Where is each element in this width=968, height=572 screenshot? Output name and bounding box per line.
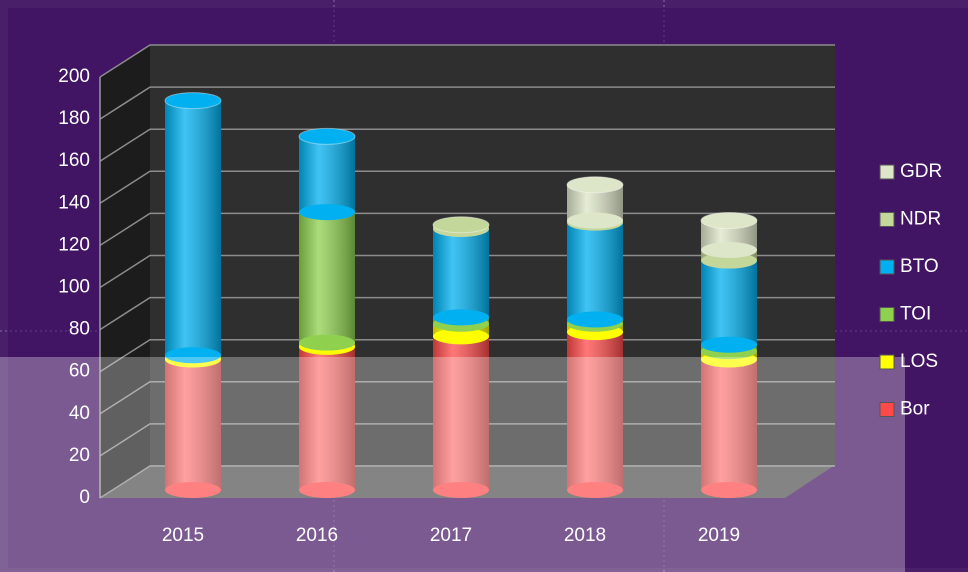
cylinder-bottom — [433, 482, 489, 498]
y-tick-label: 20 — [69, 445, 90, 466]
cylinder-shade — [701, 359, 757, 490]
cylinder-shade — [701, 260, 757, 345]
legend-label: GDR — [900, 161, 942, 182]
legend-swatch — [879, 212, 895, 227]
legend-label: BTO — [900, 256, 939, 277]
bar-segment — [701, 260, 757, 353]
y-tick-label: 40 — [69, 403, 90, 424]
overlay — [0, 357, 905, 572]
bar-segment — [433, 228, 489, 326]
cylinder-bottom — [701, 242, 757, 259]
cylinder-bottom — [567, 311, 623, 328]
grid-line — [99, 128, 835, 162]
cylinder-bottom — [701, 482, 757, 498]
x-tick-label: 2015 — [162, 525, 204, 546]
x-tick-label: 2018 — [564, 525, 606, 546]
legend-swatch — [879, 307, 895, 322]
bar-segment — [165, 100, 221, 364]
cylinder-shade — [165, 359, 221, 490]
cylinder-bottom — [165, 347, 221, 364]
y-tick-label: 60 — [69, 361, 90, 382]
y-tick-label: 160 — [58, 150, 90, 171]
legend-swatch — [879, 402, 895, 417]
bar-segment — [165, 359, 221, 498]
bar-segment — [433, 336, 489, 498]
bar-segment — [299, 212, 355, 351]
legend-label: Bor — [900, 399, 930, 420]
grid-line — [99, 86, 835, 120]
bar-segment — [299, 346, 355, 498]
cylinder-shade — [433, 336, 489, 490]
legend-label: TOI — [900, 304, 931, 325]
bar-segment — [299, 136, 355, 221]
labels: 0 20 40 60 80 100 120 140 160 180 200 2015 2016 2017 2… — [58, 66, 942, 546]
cylinder-cap — [566, 176, 624, 194]
cylinder-cap — [298, 127, 356, 145]
bar-segment — [567, 332, 623, 498]
bars — [164, 92, 758, 498]
cylinder-shade — [567, 222, 623, 320]
cylinder-bottom — [299, 482, 355, 498]
cylinder-bottom — [433, 309, 489, 326]
bar-segment — [567, 222, 623, 328]
grid-line — [99, 170, 835, 204]
cylinder-shade — [433, 228, 489, 318]
y-tick-label: 100 — [58, 277, 90, 298]
cylinder-bottom — [433, 328, 489, 345]
legend-swatch — [879, 259, 895, 275]
y-tick-label: 120 — [58, 234, 90, 255]
legend-label: NDR — [900, 209, 941, 230]
cylinder-bottom — [567, 482, 623, 498]
y-tick-label: 80 — [69, 319, 90, 340]
y-tick-label: 0 — [79, 487, 90, 508]
x-tick-label: 2019 — [698, 525, 740, 546]
cylinder-shade — [299, 346, 355, 490]
y-tick-label: 180 — [58, 108, 90, 129]
x-tick-label: 2017 — [430, 525, 472, 546]
cylinder-bottom — [567, 212, 623, 229]
y-tick-label: 200 — [58, 66, 90, 87]
legend-swatch — [879, 354, 895, 370]
x-tick-label: 2016 — [296, 525, 338, 546]
y-tick-label: 140 — [58, 192, 90, 213]
cylinder-shade — [165, 100, 221, 356]
cylinder-bottom — [299, 334, 355, 351]
cylinder-bottom — [299, 204, 355, 221]
cylinder-cap — [700, 212, 758, 230]
legend-swatch — [879, 164, 895, 180]
cylinder-cap — [164, 92, 222, 110]
cylinder-shade — [299, 136, 355, 213]
cylinder-bottom — [701, 336, 757, 353]
cylinder-shade — [567, 332, 623, 490]
bar-segment — [701, 359, 757, 498]
grid-line — [99, 44, 835, 78]
cylinder-shade — [299, 212, 355, 343]
cylinder-cap — [432, 216, 490, 234]
legend-label: LOS — [900, 351, 938, 372]
cylinder-bottom — [165, 482, 221, 498]
